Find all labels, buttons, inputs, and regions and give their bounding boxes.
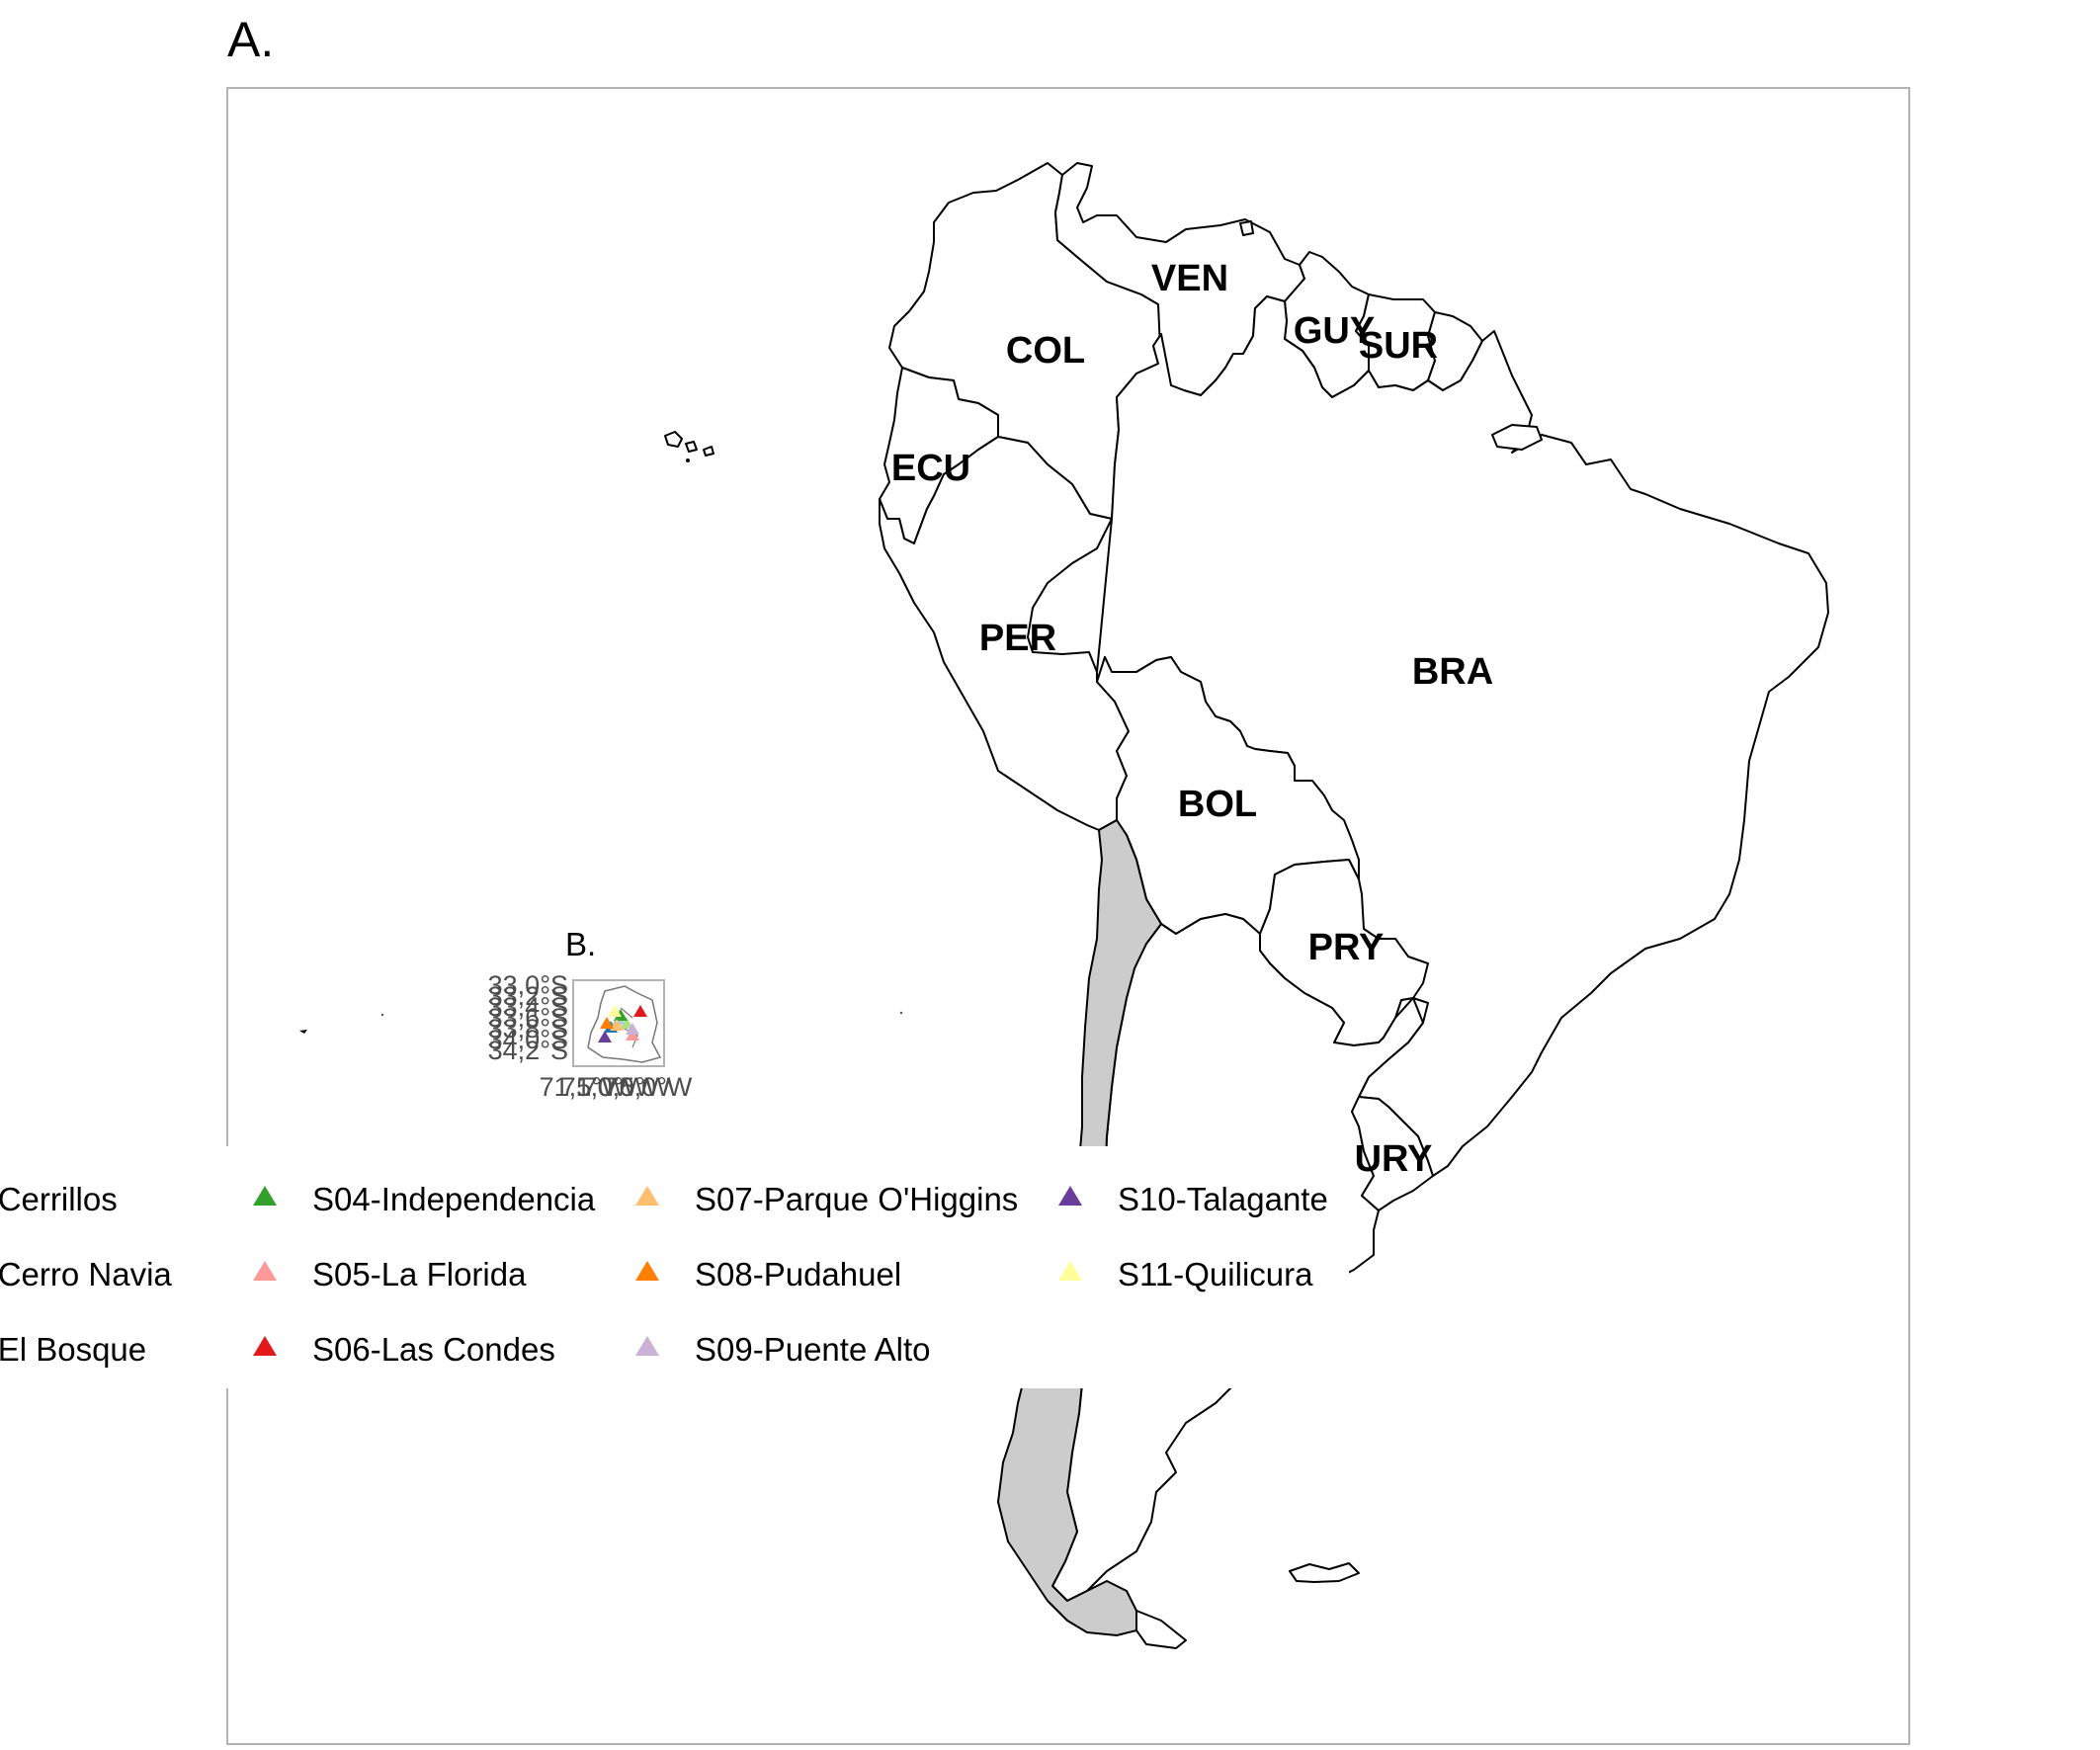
inset-station-markers	[598, 1005, 647, 1042]
legend-label: S09-Puente Alto	[695, 1331, 931, 1368]
legend-background	[0, 1146, 1349, 1388]
lon-tick: 71,0°W	[561, 1072, 649, 1102]
country-label-ecu: ECU	[891, 448, 970, 489]
station-marker	[598, 1031, 612, 1042]
trinidad	[1239, 220, 1254, 236]
small-island	[899, 1011, 903, 1015]
station-marker	[614, 1009, 628, 1021]
lat-tick: 33,2°S	[488, 981, 568, 1011]
lat-tick: 33,0°S	[488, 970, 568, 1000]
legend-marker	[635, 1186, 659, 1206]
legend-label: S06-Las Condes	[312, 1331, 555, 1368]
legend-label: S05-La Florida	[312, 1256, 527, 1292]
small-island	[380, 1013, 384, 1017]
legend-marker	[635, 1336, 659, 1356]
lon-tick: 70,5°W	[583, 1072, 671, 1102]
legend: S01-Cerrillos S02-Cerro Navia S03-El Bosqu…	[0, 1146, 1349, 1388]
country-label-sur: SUR	[1359, 325, 1438, 367]
tierra-del-fuego	[1135, 1610, 1187, 1649]
lat-tick: 34,0°S	[488, 1025, 568, 1054]
legend-label: S07-Parque O'Higgins	[695, 1181, 1018, 1217]
country-label-pry: PRY	[1308, 927, 1385, 968]
legend-label: S10-Talagante	[1118, 1181, 1328, 1217]
station-marker	[626, 1023, 639, 1035]
country-label-ven: VEN	[1151, 258, 1228, 299]
legend-marker	[1058, 1186, 1082, 1206]
juan-fernandez-island	[299, 1030, 307, 1034]
legend-label: S02-Cerro Navia	[0, 1256, 172, 1292]
country-ury	[1351, 1096, 1434, 1211]
inset-lon-ticks: 71,5°W 71,0°W 70,5°W 70,0°W	[540, 1072, 693, 1102]
lat-tick: 34,2°S	[488, 1036, 568, 1065]
galapagos-islands	[664, 431, 714, 462]
country-label-col: COL	[1006, 330, 1085, 372]
legend-label: S11-Quilicura	[1118, 1256, 1313, 1292]
lon-tick: 70,0°W	[605, 1072, 693, 1102]
lon-tick: 71,5°W	[540, 1072, 628, 1102]
legend-marker	[253, 1186, 277, 1206]
country-label-guy: GUY	[1294, 310, 1375, 352]
falkland-islands	[1289, 1562, 1360, 1583]
legend-label: S04-Independencia	[312, 1181, 596, 1217]
legend-label: S08-Pudahuel	[695, 1256, 901, 1292]
country-label-ury: URY	[1355, 1138, 1433, 1180]
station-marker	[600, 1017, 614, 1029]
marajo-island	[1491, 424, 1543, 451]
country-labels: VEN COL GUY SUR ECU PER BRA BOL PRY URY	[891, 258, 1493, 1180]
inset-b: B. 33,0°S 33,2°S 33,4°S 33,6°S 33,8°S 34…	[488, 926, 693, 1102]
lat-tick: 33,6°S	[488, 1003, 568, 1033]
panel-a-label: A.	[227, 12, 274, 67]
country-label-bol: BOL	[1178, 784, 1257, 825]
legend-marker	[253, 1261, 277, 1281]
station-marker	[633, 1005, 647, 1017]
lat-tick: 33,4°S	[488, 992, 568, 1022]
panel-b-label: B.	[565, 926, 596, 962]
station-marker	[620, 1017, 633, 1029]
country-label-bra: BRA	[1412, 651, 1493, 693]
station-marker	[608, 1005, 622, 1017]
inset-lat-ticks: 33,0°S 33,2°S 33,4°S 33,6°S 33,8°S 34,0°…	[488, 970, 568, 1065]
legend-marker	[253, 1336, 277, 1356]
country-per	[879, 436, 1130, 831]
station-marker	[610, 1019, 624, 1031]
country-label-per: PER	[979, 618, 1056, 659]
legend-label: S03-El Bosque	[0, 1331, 146, 1368]
legend-marker	[1058, 1261, 1082, 1281]
legend-marker	[635, 1261, 659, 1281]
legend-label: S01-Cerrillos	[0, 1181, 118, 1217]
lat-tick: 33,8°S	[488, 1014, 568, 1043]
